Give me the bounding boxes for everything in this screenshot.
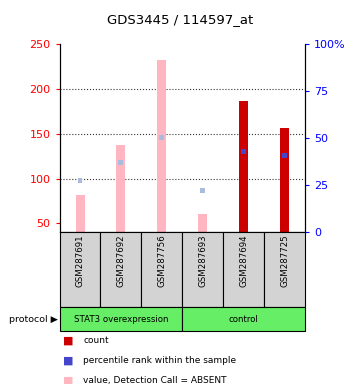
Text: value, Detection Call = ABSENT: value, Detection Call = ABSENT (83, 376, 227, 384)
Text: ■: ■ (63, 356, 74, 366)
Text: control: control (229, 314, 258, 324)
Text: GSM287694: GSM287694 (239, 235, 248, 287)
Bar (157, 60, 166, 232)
Bar (200, 187, 205, 193)
Text: GSM287692: GSM287692 (117, 235, 125, 287)
Bar (223, 232, 264, 307)
Bar (239, 101, 248, 232)
Bar (264, 232, 305, 307)
Text: GDS3445 / 114597_at: GDS3445 / 114597_at (107, 13, 254, 26)
Bar (117, 144, 125, 232)
Bar (100, 232, 142, 307)
Bar (60, 232, 100, 307)
Bar (118, 160, 123, 165)
Bar (241, 149, 246, 154)
Text: GSM287693: GSM287693 (198, 235, 207, 287)
Text: GSM287725: GSM287725 (280, 235, 289, 287)
Bar (198, 214, 207, 232)
Text: ■: ■ (63, 336, 74, 346)
Bar (160, 135, 164, 140)
Bar (280, 128, 289, 232)
Bar (142, 232, 182, 307)
Bar (78, 178, 82, 183)
Text: count: count (83, 336, 109, 345)
Text: ■: ■ (63, 376, 74, 384)
Text: STAT3 overexpression: STAT3 overexpression (74, 314, 168, 324)
Text: protocol ▶: protocol ▶ (9, 314, 58, 324)
Bar (60, 307, 182, 331)
Text: GSM287756: GSM287756 (157, 235, 166, 287)
Bar (75, 195, 84, 232)
Bar (182, 232, 223, 307)
Bar (182, 307, 305, 331)
Bar (282, 152, 287, 158)
Text: GSM287691: GSM287691 (75, 235, 84, 287)
Text: percentile rank within the sample: percentile rank within the sample (83, 356, 236, 365)
